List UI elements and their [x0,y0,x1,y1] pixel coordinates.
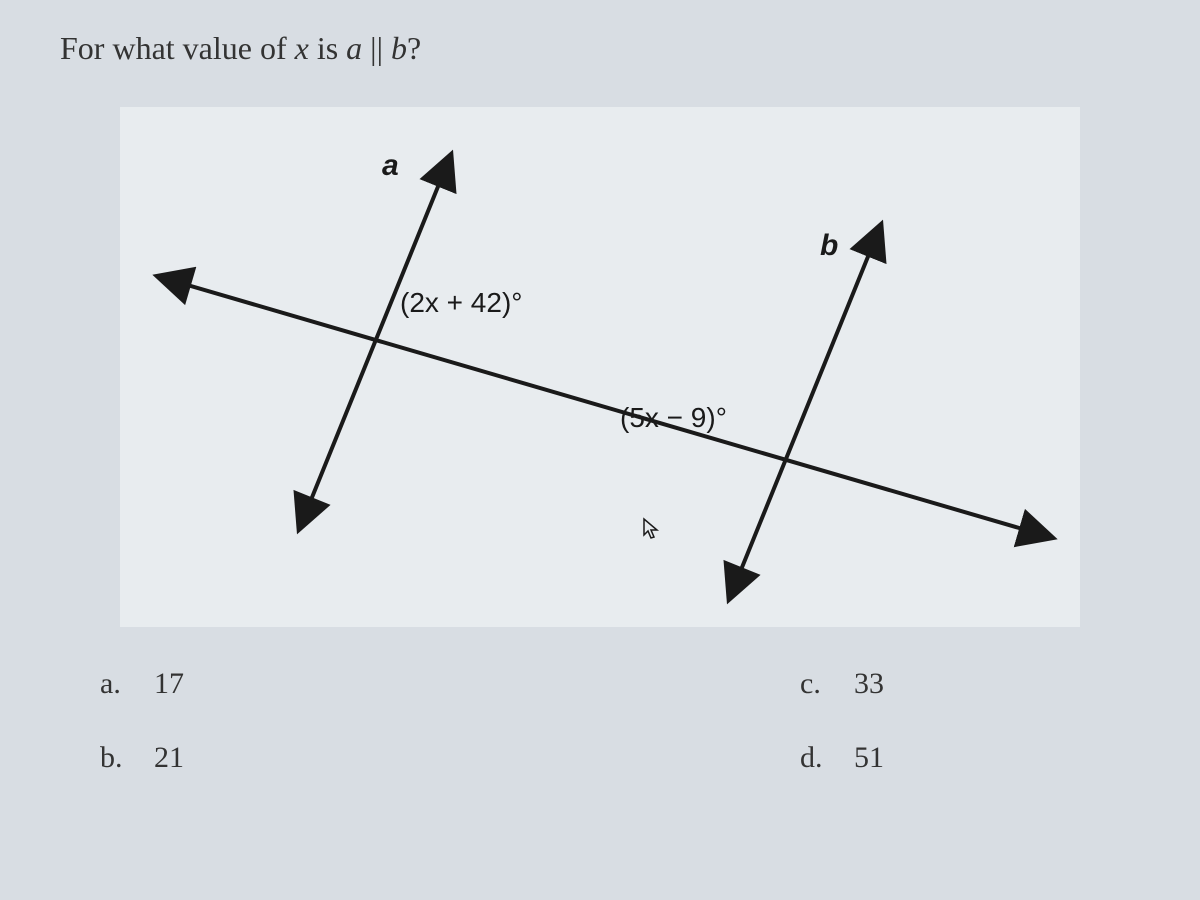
answer-value: 51 [854,741,884,775]
question-parallel: || [362,30,391,66]
angle-1-label: (2x + 42)° [400,287,522,318]
line-b [730,227,880,597]
answer-option-a[interactable]: a. 17 [100,667,400,701]
question-var-b: b [391,30,407,66]
question-suffix: ? [407,30,421,66]
question-var-a: a [346,30,362,66]
question-var-x: x [295,30,309,66]
cursor-icon [640,517,664,541]
answer-letter: a. [100,667,130,701]
line-b-label: b [820,229,838,262]
answer-value: 33 [854,667,884,701]
answer-value: 21 [154,741,184,775]
answer-option-c[interactable]: c. 33 [800,667,1100,701]
angle-2-label: (5x − 9)° [620,402,727,433]
answer-options: a. 17 c. 33 b. 21 d. 51 [60,667,1140,775]
answer-option-b[interactable]: b. 21 [100,741,400,775]
geometry-diagram: a b (2x + 42)° (5x − 9)° [120,107,1080,627]
answer-letter: b. [100,741,130,775]
question-text: For what value of x is a || b? [60,30,1140,67]
line-a [300,157,450,527]
answer-letter: d. [800,741,830,775]
answer-letter: c. [800,667,830,701]
question-prefix: For what value of [60,30,295,66]
transversal-line [160,277,1050,537]
answer-value: 17 [154,667,184,701]
answer-option-d[interactable]: d. 51 [800,741,1100,775]
question-mid: is [309,30,346,66]
diagram-svg: a b (2x + 42)° (5x − 9)° [120,107,1080,627]
line-a-label: a [382,149,399,182]
